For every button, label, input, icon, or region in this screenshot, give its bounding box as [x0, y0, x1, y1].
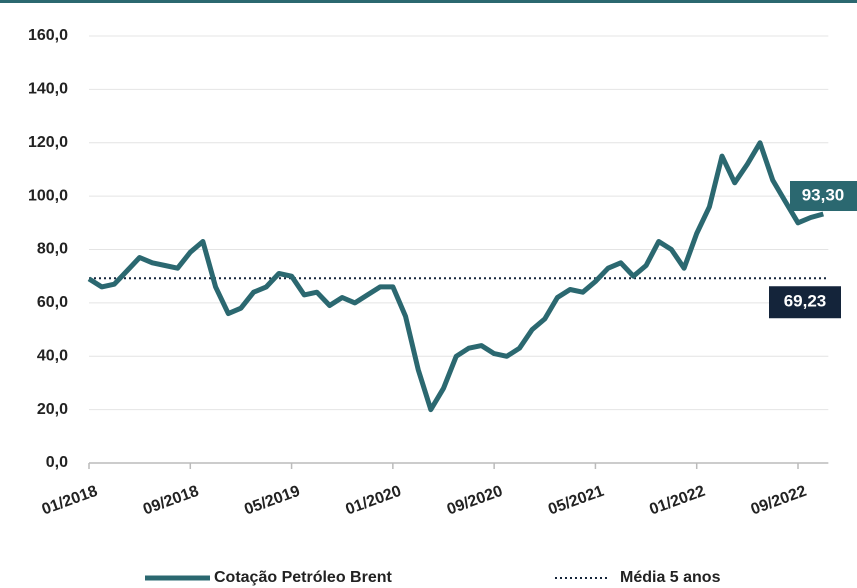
legend-label: Cotação Petróleo Brent: [214, 569, 392, 586]
y-tick-label: 20,0: [37, 401, 68, 418]
reference-label-box: [769, 286, 841, 319]
y-tick-label: 60,0: [37, 294, 68, 311]
line: [87, 140, 824, 413]
end-label: 93,30: [802, 185, 845, 204]
top-border: [0, 0, 857, 3]
x-tick-label: 05/2019: [242, 483, 302, 519]
x-tick-label: 05/2021: [546, 483, 606, 519]
x-tick-label: 09/2018: [141, 483, 201, 519]
y-tick-label: 160,0: [28, 27, 68, 44]
x-tick-label: 01/2020: [343, 483, 403, 519]
y-tick-label: 100,0: [28, 187, 68, 204]
y-tick-label: 40,0: [37, 347, 68, 364]
y-tick-label: 120,0: [28, 134, 68, 151]
x-tick-label: 09/2022: [749, 483, 809, 519]
y-tick-label: 0,0: [46, 454, 68, 471]
legend-label: Média 5 anos: [620, 569, 721, 586]
reference-label: 69,23: [784, 292, 827, 311]
x-tick-label: 09/2020: [445, 483, 505, 519]
y-tick-label: 80,0: [37, 241, 68, 258]
x-tick-label: 01/2018: [40, 483, 100, 519]
end-label-box-ext: [790, 181, 857, 212]
y-tick-label: 140,0: [28, 81, 68, 98]
x-tick-label: 01/2022: [647, 483, 707, 519]
